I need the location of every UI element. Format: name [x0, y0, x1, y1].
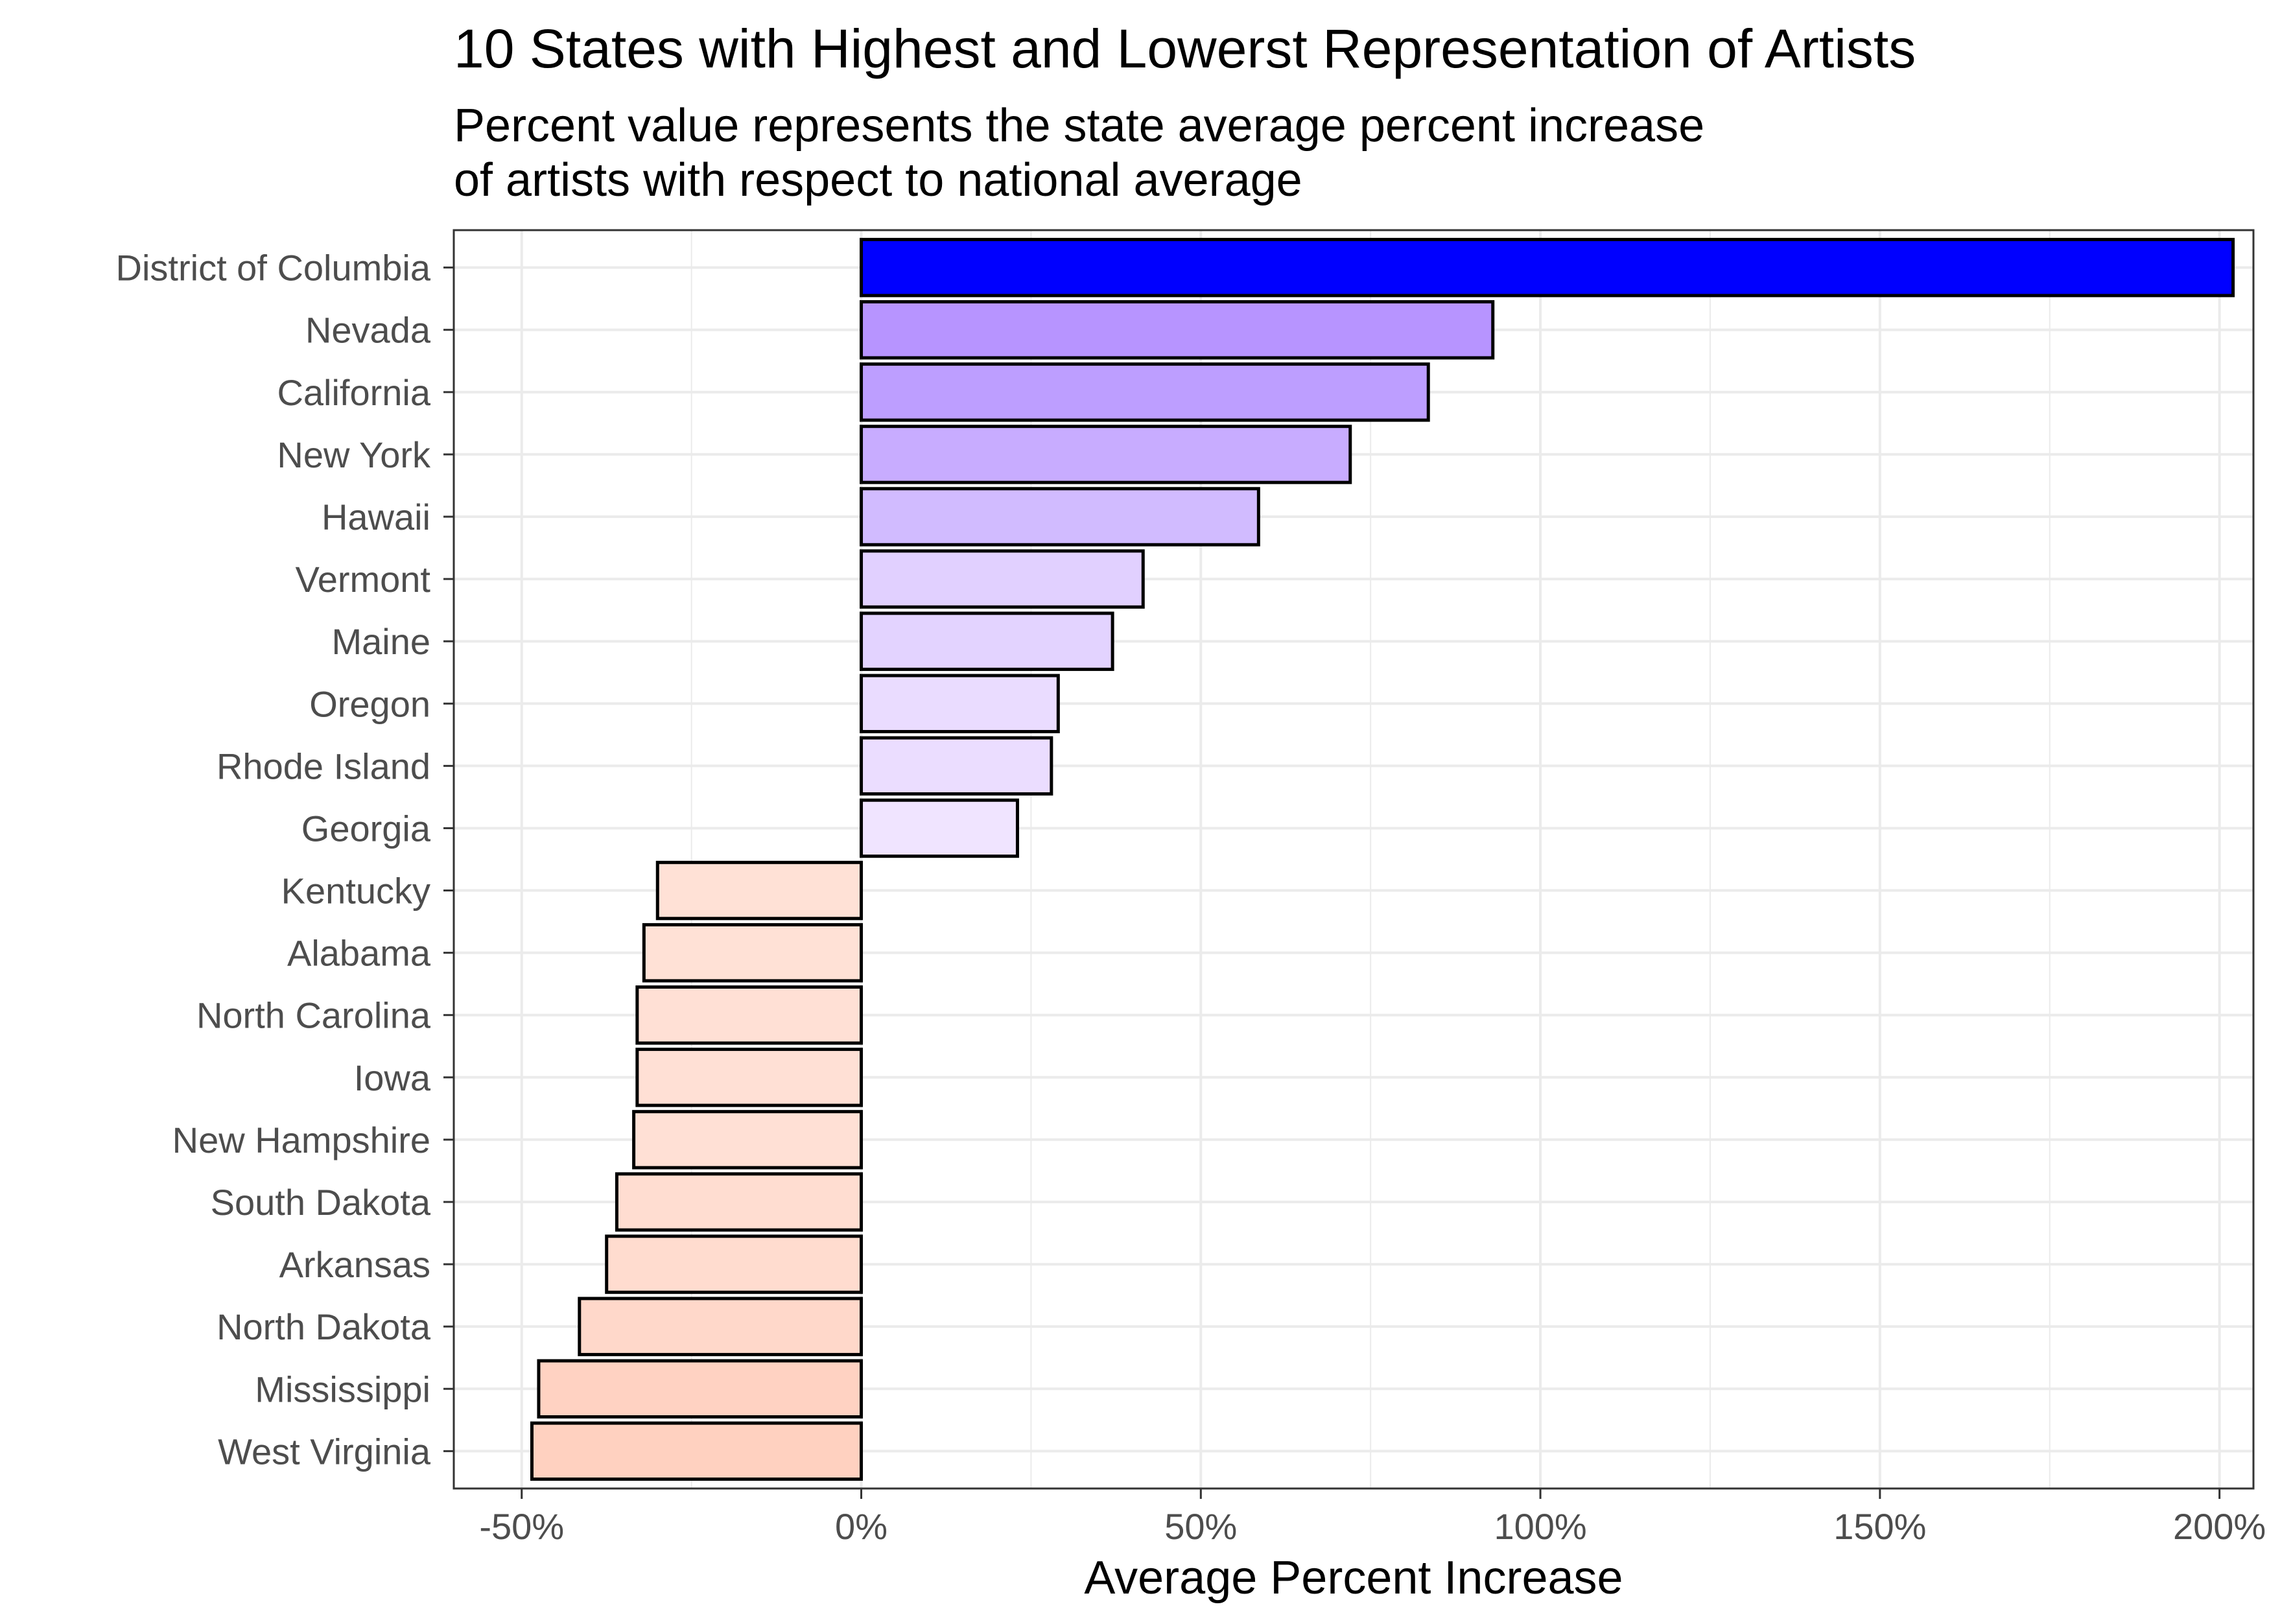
y-tick-label: Georgia: [301, 808, 431, 849]
x-axis-title: Average Percent Increase: [1084, 1552, 1623, 1604]
y-tick-label: North Carolina: [196, 995, 431, 1036]
y-tick-label: New York: [277, 434, 431, 475]
x-tick-label: 50%: [1164, 1506, 1237, 1547]
bar: [632, 1110, 864, 1170]
bar: [605, 1234, 864, 1294]
bar: [860, 487, 1260, 547]
x-axis-ticks: -50% 0% 50% 100% 150% 200%: [479, 1489, 2266, 1547]
y-tick-label: Arkansas: [279, 1244, 430, 1285]
bar: [860, 425, 1352, 484]
bar: [642, 923, 864, 983]
x-tick-label: 100%: [1494, 1506, 1586, 1547]
y-tick-label: Oregon: [309, 683, 430, 724]
bar: [655, 860, 864, 921]
y-tick-label: Nevada: [305, 310, 431, 351]
bar: [860, 549, 1145, 609]
bars: [530, 237, 2235, 1481]
y-tick-label: Kentucky: [281, 871, 430, 912]
plot-border: [453, 229, 2255, 1490]
bar: [635, 1048, 864, 1107]
y-tick-label: Rhode Island: [217, 746, 430, 786]
y-tick-label: North Dakota: [217, 1306, 431, 1347]
bar: [860, 611, 1114, 671]
bar: [860, 798, 1019, 858]
x-tick-label: 150%: [1833, 1506, 1926, 1547]
bar: [860, 674, 1060, 734]
y-axis-ticks: District of Columbia Nevada California New …: [116, 248, 454, 1472]
bar: [860, 237, 2235, 298]
y-tick-label: California: [277, 372, 430, 413]
bar: [615, 1172, 864, 1232]
y-tick-label: Vermont: [295, 559, 430, 600]
x-tick-label: 200%: [2173, 1506, 2266, 1547]
chart-subtitle-line-1: Percent value represents the state avera…: [454, 100, 1704, 152]
y-tick-label: New Hampshire: [172, 1120, 430, 1160]
y-tick-label: Maine: [331, 621, 430, 662]
y-tick-label: Mississippi: [255, 1369, 430, 1409]
x-tick-label: 0%: [835, 1506, 888, 1547]
bar: [635, 985, 864, 1045]
chart-subtitle-line-2: of artists with respect to national aver…: [454, 154, 1302, 206]
y-tick-label: South Dakota: [211, 1182, 431, 1223]
y-tick-label: Iowa: [354, 1057, 431, 1098]
bar: [860, 736, 1053, 796]
y-tick-label: District of Columbia: [116, 248, 431, 288]
bar: [537, 1359, 864, 1418]
bar: [860, 300, 1495, 360]
bar: [578, 1297, 864, 1356]
bar: [530, 1421, 864, 1481]
bar: [860, 362, 1430, 422]
chart-title: 10 States with Highest and Lowerst Repre…: [454, 18, 1916, 79]
y-tick-label: Alabama: [287, 933, 431, 974]
y-tick-label: Hawaii: [322, 497, 430, 537]
y-tick-label: West Virginia: [218, 1431, 431, 1472]
x-tick-label: -50%: [479, 1506, 564, 1547]
